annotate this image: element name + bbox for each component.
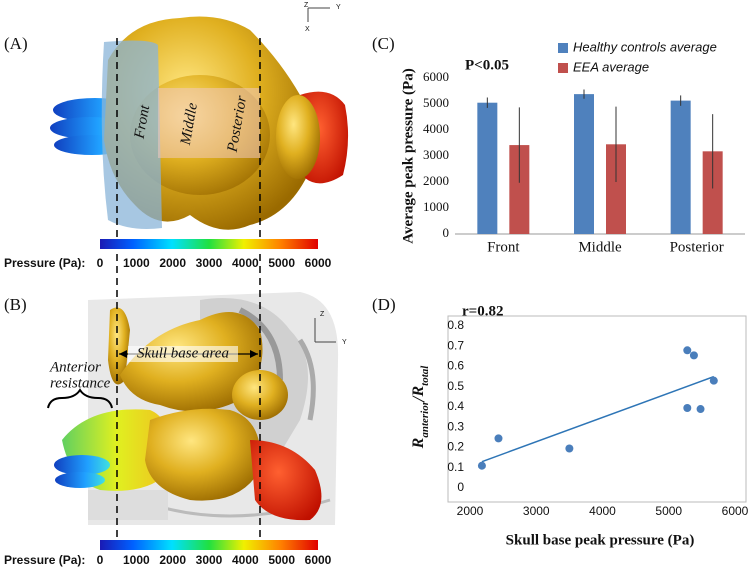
y-tick-label: 3000 — [423, 147, 449, 162]
side-label: resistance — [50, 375, 111, 391]
legend-label: EEA average — [573, 59, 649, 74]
y-tick-label: 0.8 — [447, 318, 464, 332]
x-tick-label: Posterior — [670, 239, 724, 255]
span-label: Skull base area — [137, 345, 229, 361]
y-tick-label: 0.3 — [447, 419, 464, 433]
panel-label: (B) — [4, 295, 27, 314]
y-axis-label: Average peak pressure (Pa) — [400, 68, 416, 243]
region-label: Front — [131, 103, 153, 141]
axis-letter: Z — [304, 2, 309, 9]
x-tick-label: 4000 — [589, 504, 616, 518]
y-tick-label: 0.2 — [447, 440, 464, 454]
y-axis-label-part: total — [419, 365, 431, 386]
x-axis-label: Skull base peak pressure (Pa) — [506, 532, 695, 548]
colorbar-tick-label: 2000 — [159, 256, 186, 270]
axis-letter: Y — [336, 4, 341, 11]
y-tick-label: 0.4 — [447, 399, 464, 413]
colorbar-title: Pressure (Pa): — [4, 256, 85, 270]
axis-letter: X — [305, 26, 310, 33]
colorbar-tick-label: 6000 — [305, 553, 332, 567]
legend-swatch — [558, 63, 568, 73]
y-axis-label-part: /R — [410, 386, 427, 402]
y-tick-label: 0.7 — [447, 338, 464, 352]
point — [689, 351, 698, 360]
colorbar-tick-label: 0 — [97, 256, 104, 270]
bar — [702, 151, 723, 234]
y-tick-label: 6000 — [423, 69, 449, 84]
colorbar-tick-label: 1000 — [123, 256, 150, 270]
colorbar-tick-label: 2000 — [159, 553, 186, 567]
point — [565, 444, 574, 453]
legend-label: Healthy controls average — [573, 39, 717, 54]
bar — [477, 102, 498, 234]
trendline — [481, 375, 715, 463]
point — [683, 404, 692, 413]
bar — [670, 100, 691, 235]
legend-swatch — [558, 43, 568, 53]
plot-frame — [447, 315, 747, 503]
colorbar-tick-label: 5000 — [268, 256, 295, 270]
y-tick-label: 2000 — [423, 173, 449, 188]
y-tick-label: 0.5 — [447, 379, 464, 393]
annotation: r=0.82 — [462, 303, 503, 319]
colorbar-tick-label: 3000 — [196, 256, 223, 270]
point — [683, 346, 692, 355]
panel-a-image: Z Y X Front Middle Posterior — [50, 2, 349, 230]
y-tick-label: 0.1 — [447, 460, 464, 474]
colorbar: Pressure (Pa): 0 1000 2000 3000 4000 5000 6000 — [4, 540, 332, 567]
x-tick-label: 2000 — [457, 504, 484, 518]
colorbar-title: Pressure (Pa): — [4, 553, 85, 567]
panel-label: (C) — [372, 34, 395, 53]
axis-letter: Y — [342, 339, 347, 346]
colorbar-tick-label: 4000 — [232, 256, 259, 270]
annotation: P<0.05 — [465, 57, 509, 73]
y-tick-label: 4000 — [423, 121, 449, 136]
x-tick-label: Middle — [578, 239, 622, 255]
y-tick-label: 0 — [457, 480, 464, 494]
y-axis-label: Ranterior/Rtotal — [410, 365, 431, 450]
x-tick-label: 5000 — [655, 504, 682, 518]
x-tick-label: Front — [487, 239, 520, 255]
bar — [606, 144, 626, 234]
y-tick-label: 1000 — [423, 199, 449, 214]
colorbar-tick-label: 0 — [97, 553, 104, 567]
point — [696, 405, 705, 414]
colorbar-tick-label: 1000 — [123, 553, 150, 567]
y-tick-label: 5000 — [423, 95, 449, 110]
colorbar-tick-label: 6000 — [305, 256, 332, 270]
x-tick-label: 6000 — [722, 504, 749, 518]
bar — [509, 145, 530, 234]
panel-b-image: Z Y Skull base area Anterior resistance — [47, 292, 347, 525]
colorbar-tick-label: 4000 — [232, 553, 259, 567]
point — [494, 434, 503, 443]
y-axis-label-part: anterior — [419, 400, 431, 437]
colorbar-tick-label: 3000 — [196, 553, 223, 567]
side-label: Anterior — [49, 359, 101, 375]
y-tick-label: 0 — [443, 225, 450, 240]
panel-label: (A) — [4, 34, 28, 53]
colorbar-tick-label: 5000 — [268, 553, 295, 567]
point — [709, 376, 718, 385]
colorbar: Pressure (Pa): 0 1000 2000 3000 4000 5000 6000 — [4, 239, 332, 270]
point — [477, 461, 486, 470]
region-label: Middle — [178, 101, 201, 147]
y-axis-label-part: R — [410, 437, 427, 449]
axis-letter: Z — [320, 311, 325, 318]
x-tick-label: 3000 — [523, 504, 550, 518]
panel-label: (D) — [372, 295, 396, 314]
bar — [574, 94, 594, 235]
y-tick-label: 0.6 — [447, 359, 464, 373]
